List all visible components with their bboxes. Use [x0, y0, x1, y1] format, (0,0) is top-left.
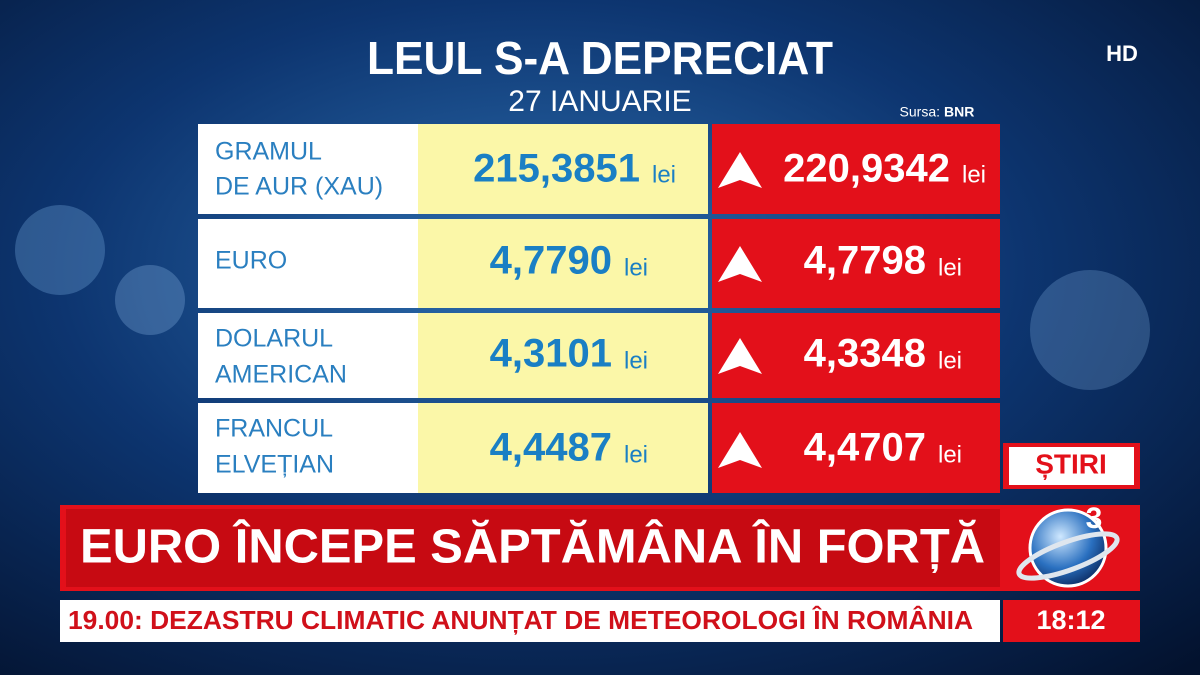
clock-box [1003, 600, 1140, 642]
old-value: 4,3101 [490, 332, 612, 376]
row-name: FRANCUL [215, 415, 333, 443]
row-name: ELVEȚIAN [215, 451, 334, 479]
crawl-text: 19.00: DEZASTRU CLIMATIC ANUNȚAT DE METE… [68, 605, 973, 635]
up-arrow [718, 338, 762, 374]
new-value: 4,7798 [804, 239, 926, 283]
headline-inner [66, 509, 1000, 587]
unit: lei [624, 347, 648, 374]
new-value: 4,3348 [804, 332, 926, 376]
new-cell [712, 403, 1000, 493]
up-arrow [718, 432, 762, 468]
row-name: DE AUR (XAU) [215, 173, 383, 201]
new-value: 4,4707 [804, 426, 926, 470]
row-name: EURO [215, 247, 287, 275]
unit: lei [938, 441, 962, 468]
old-cell [418, 124, 708, 214]
clock: 18:12 [1036, 605, 1105, 635]
headline: EURO ÎNCEPE SĂPTĂMÂNA ÎN FORȚĂ [80, 519, 985, 574]
hd-badge: HD [1106, 41, 1138, 66]
lower-third: ȘTIRI EURO ÎNCEPE SĂPTĂMÂNA ÎN FORȚĂ 3 1… [60, 443, 1140, 642]
old-value: 4,4487 [490, 426, 612, 470]
new-cell [712, 124, 1000, 214]
old-value: 4,7790 [490, 239, 612, 283]
old-cell [418, 403, 708, 493]
section-inner [1009, 447, 1134, 485]
unit: lei [624, 254, 648, 281]
new-cell [712, 313, 1000, 398]
unit: lei [962, 161, 986, 188]
unit: lei [938, 347, 962, 374]
crawl-bar [60, 600, 1000, 642]
name-cell [198, 313, 418, 398]
name-cell [198, 403, 418, 493]
new-cell [712, 219, 1000, 308]
unit: lei [624, 441, 648, 468]
row-name: GRAMUL [215, 138, 322, 166]
bokeh [1030, 270, 1150, 390]
old-value: 215,3851 [473, 147, 640, 191]
source-label: Sursa: [900, 104, 940, 120]
channel-logo [1028, 508, 1108, 588]
up-arrow [718, 152, 762, 188]
title: LEUL S-A DEPRECIAT [367, 32, 833, 84]
section-label: ȘTIRI [1035, 448, 1107, 479]
date: 27 IANUARIE [508, 85, 691, 118]
new-value: 220,9342 [783, 147, 950, 191]
logo-number: 3 [1086, 502, 1103, 535]
bokeh [115, 265, 185, 335]
old-cell [418, 313, 708, 398]
old-cell [418, 219, 708, 308]
unit: lei [652, 161, 676, 188]
unit: lei [938, 254, 962, 281]
name-cell [198, 219, 418, 308]
rates-table: GRAMUL DE AUR (XAU) 215,3851 lei 220,934… [198, 124, 1000, 493]
row-name: DOLARUL [215, 325, 333, 353]
name-cell [198, 124, 418, 214]
logo-ring [1016, 531, 1120, 581]
up-arrow [718, 246, 762, 282]
row-name: AMERICAN [215, 361, 347, 389]
source: BNR [944, 104, 974, 120]
bokeh [15, 205, 105, 295]
